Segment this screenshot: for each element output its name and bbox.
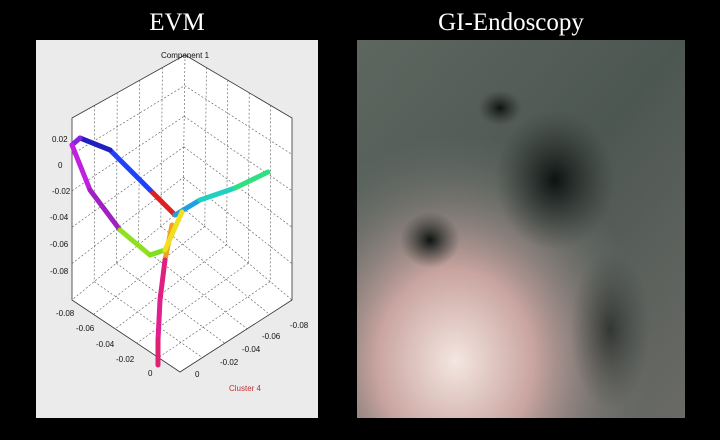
curves <box>69 135 271 368</box>
tick-label: -0.02 <box>220 358 239 367</box>
tick-label: -0.04 <box>242 345 261 354</box>
tick-label: -0.06 <box>262 332 281 341</box>
tick-label: -0.04 <box>50 213 69 222</box>
curve-segment <box>107 147 153 193</box>
tick-label: -0.08 <box>50 267 69 276</box>
tick-label: -0.08 <box>290 321 309 330</box>
grid-line <box>138 80 141 245</box>
grid-line <box>138 244 248 330</box>
curve-segment <box>155 297 163 343</box>
curve-segment <box>232 169 271 191</box>
image-shadow <box>495 110 615 250</box>
grid-line <box>71 146 184 228</box>
tick-label: -0.06 <box>50 240 69 249</box>
grid-line <box>115 244 227 330</box>
grid-line <box>184 115 293 192</box>
tick-label: -0.02 <box>116 355 135 364</box>
tick-label: 0.02 <box>52 135 68 144</box>
grid-line <box>182 54 186 209</box>
curve-segment <box>77 135 113 153</box>
curve-segment <box>147 247 168 258</box>
tick-label: 0 <box>58 161 63 170</box>
tick-label: -0.06 <box>76 324 95 333</box>
grid-line <box>226 80 229 245</box>
curve-segment <box>197 185 238 203</box>
grid-line <box>248 92 250 264</box>
grid-line <box>183 146 293 228</box>
grid-line <box>160 226 270 315</box>
tick-label: -0.04 <box>96 340 115 349</box>
curve-segment <box>162 209 185 253</box>
grid-line <box>158 281 271 358</box>
grid-line <box>116 262 225 344</box>
grid-line <box>184 85 293 155</box>
grid-line <box>116 92 118 264</box>
panel-title: EVM <box>149 9 205 36</box>
grid-line <box>183 177 293 264</box>
tick-label: -0.02 <box>52 187 71 196</box>
curve-segment <box>147 187 178 218</box>
panel-title: GI-Endoscopy <box>438 9 584 36</box>
grid-line <box>71 207 184 301</box>
axis-label: Component 1 <box>161 51 210 60</box>
tick-label: 0 <box>148 369 153 378</box>
tick-label: 0 <box>195 370 200 379</box>
curve-segment <box>69 142 93 193</box>
grid-line <box>71 115 185 192</box>
curve-segment <box>87 187 123 233</box>
axis-label: Cluster 4 <box>229 384 262 393</box>
image-shadow <box>570 250 650 410</box>
curve-segment <box>157 257 168 303</box>
curve-segment <box>117 227 153 258</box>
grid-line <box>71 177 184 264</box>
tick-label: -0.08 <box>56 309 75 318</box>
image-shadow <box>400 212 460 268</box>
image-shadow <box>478 90 522 126</box>
grid-line <box>136 262 249 344</box>
